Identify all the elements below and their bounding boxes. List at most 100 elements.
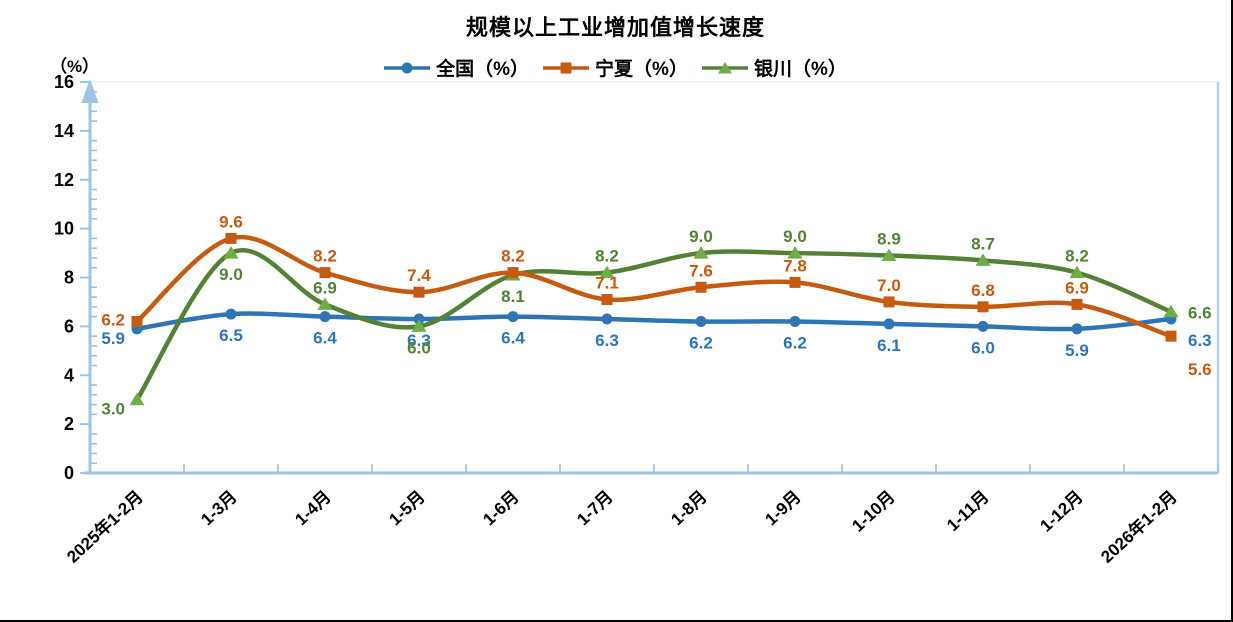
y-tick-label: 2 bbox=[64, 414, 74, 434]
data-point-label: 6.1 bbox=[877, 336, 901, 355]
y-tick-label: 12 bbox=[54, 170, 74, 190]
data-point-marker bbox=[599, 265, 615, 279]
data-point-marker bbox=[413, 313, 425, 325]
data-point-label: 6.3 bbox=[407, 331, 431, 350]
series-全国（%） bbox=[131, 308, 1177, 335]
chart-title: 规模以上工业增加值增长速度 bbox=[465, 15, 765, 40]
data-point-marker bbox=[1071, 323, 1083, 335]
data-point-label: 6.2 bbox=[689, 333, 713, 352]
data-point-marker bbox=[601, 293, 613, 305]
data-point-marker bbox=[883, 318, 895, 330]
data-point-marker bbox=[225, 308, 237, 320]
data-point-label: 6.3 bbox=[1188, 331, 1212, 350]
y-axis-major-ticks: 0 2 4 6 8 10 12 14 16 bbox=[54, 72, 90, 483]
x-category-label: 1-3月 bbox=[197, 487, 240, 529]
data-point-label: 7.4 bbox=[407, 266, 431, 285]
legend-circle-marker-icon bbox=[384, 62, 431, 73]
data-point-label: 6.9 bbox=[313, 278, 337, 297]
data-point-marker bbox=[977, 301, 989, 313]
data-point-label: 5.9 bbox=[1065, 341, 1089, 360]
x-category-label: 1-8月 bbox=[667, 487, 710, 529]
legend-triangle-marker-icon bbox=[701, 61, 748, 73]
y-axis-unit-label: （%） bbox=[50, 57, 100, 76]
data-point-marker bbox=[507, 267, 519, 279]
y-tick-label: 6 bbox=[64, 316, 74, 336]
data-point-marker bbox=[695, 281, 707, 293]
data-point-marker bbox=[129, 392, 145, 406]
legend-item-label: 全国（%） bbox=[436, 59, 530, 80]
data-point-marker bbox=[787, 246, 803, 259]
series-银川（%） bbox=[129, 246, 1179, 406]
data-point-label: 8.2 bbox=[501, 247, 525, 266]
series-line bbox=[134, 248, 1174, 402]
legend-item-全国（%）[interactable]: 全国（%） bbox=[384, 54, 529, 81]
data-point-label: 9.0 bbox=[783, 227, 807, 246]
x-category-label: 1-11月 bbox=[943, 487, 993, 535]
series-labels-银川（%）: 3.0 9.0 6.9 6.0 8.1 8.2 9.0 9.0 8.9 8.7 8.2 6.6 bbox=[101, 227, 1211, 419]
data-point-label: 6.4 bbox=[501, 329, 525, 348]
data-point-label: 6.9 bbox=[1065, 278, 1089, 297]
data-point-label: 6.2 bbox=[783, 333, 807, 352]
data-point-marker bbox=[977, 320, 989, 332]
data-point-label: 6.0 bbox=[971, 338, 995, 357]
x-category-label: 1-9月 bbox=[761, 487, 804, 529]
data-point-marker bbox=[789, 276, 801, 288]
data-point-marker bbox=[413, 286, 425, 298]
y-tick-label: 8 bbox=[64, 268, 74, 288]
data-point-marker bbox=[319, 311, 331, 323]
data-point-marker bbox=[319, 267, 331, 279]
data-point-label: 3.0 bbox=[101, 400, 125, 419]
y-tick-label: 0 bbox=[64, 463, 74, 483]
data-point-marker bbox=[693, 246, 709, 259]
series-labels-全国（%）: 5.9 6.5 6.4 6.3 6.4 6.3 6.2 6.2 6.1 6.0 5.9 6.3 bbox=[101, 326, 1211, 360]
data-point-label: 6.4 bbox=[313, 329, 337, 348]
data-point-label: 8.1 bbox=[501, 287, 525, 306]
x-category-label: 1-12月 bbox=[1036, 487, 1086, 536]
data-point-label: 7.6 bbox=[689, 261, 713, 280]
data-point-label: 8.9 bbox=[877, 230, 901, 249]
data-point-label: 6.5 bbox=[219, 326, 243, 345]
legend-item-宁夏（%）[interactable]: 宁夏（%） bbox=[543, 54, 688, 81]
x-category-label: 1-4月 bbox=[291, 487, 334, 529]
y-tick-label: 16 bbox=[54, 72, 74, 92]
data-point-label: 6.0 bbox=[407, 338, 431, 357]
data-point-label: 6.3 bbox=[595, 331, 619, 350]
data-point-label: 8.7 bbox=[971, 234, 995, 253]
y-axis-arrow-icon bbox=[81, 79, 99, 103]
x-category-label: 2026年1-2月 bbox=[1097, 486, 1181, 566]
data-point-marker bbox=[1165, 330, 1177, 342]
data-point-marker bbox=[1069, 265, 1085, 279]
series-labels-宁夏（%）: 6.2 9.6 8.2 7.4 8.2 7.1 7.6 7.8 7.0 6.8 6.9 5.6 bbox=[101, 212, 1211, 379]
data-point-marker bbox=[1071, 298, 1083, 310]
data-point-marker bbox=[1163, 304, 1179, 318]
legend-item-label: 宁夏（%） bbox=[595, 59, 688, 80]
data-point-label: 7.8 bbox=[783, 256, 807, 275]
series-line bbox=[134, 311, 1174, 332]
data-point-label: 5.9 bbox=[101, 329, 125, 348]
data-point-label: 8.2 bbox=[1065, 247, 1089, 266]
data-point-label: 5.6 bbox=[1188, 360, 1212, 379]
legend-square-marker-icon bbox=[543, 62, 590, 73]
data-point-label: 7.0 bbox=[877, 276, 901, 295]
data-point-label: 7.1 bbox=[595, 273, 619, 292]
data-point-label: 9.6 bbox=[219, 212, 243, 231]
data-point-marker bbox=[975, 253, 991, 266]
data-point-marker bbox=[883, 296, 895, 308]
data-point-label: 8.2 bbox=[313, 247, 337, 266]
data-point-label: 6.2 bbox=[101, 310, 125, 329]
x-category-label: 2025年1-2月 bbox=[63, 486, 147, 566]
x-category-label: 1-7月 bbox=[573, 487, 616, 529]
legend-item-银川（%）[interactable]: 银川（%） bbox=[701, 54, 847, 81]
data-point-marker bbox=[131, 315, 143, 327]
data-point-label: 6.6 bbox=[1188, 304, 1212, 323]
y-tick-label: 10 bbox=[54, 219, 74, 239]
x-category-label: 1-6月 bbox=[479, 487, 522, 529]
data-point-marker bbox=[317, 297, 333, 310]
data-point-marker bbox=[695, 315, 707, 327]
data-point-label: 8.2 bbox=[595, 247, 619, 266]
legend-item-label: 银川（%） bbox=[753, 59, 847, 80]
y-tick-label: 4 bbox=[64, 365, 74, 385]
x-category-label: 1-10月 bbox=[848, 487, 898, 536]
data-point-marker bbox=[223, 246, 239, 259]
